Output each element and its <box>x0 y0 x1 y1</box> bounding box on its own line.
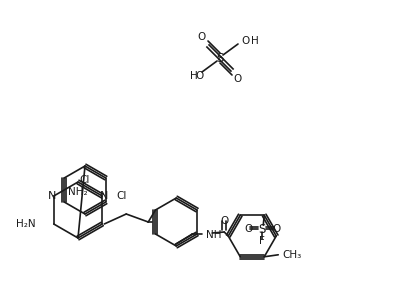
Text: O: O <box>220 216 228 226</box>
Text: S: S <box>258 223 265 236</box>
Text: O: O <box>243 224 252 234</box>
Text: Cl: Cl <box>116 191 127 201</box>
Text: NH: NH <box>206 230 221 240</box>
Text: O: O <box>241 36 249 46</box>
Text: CH₃: CH₃ <box>281 250 301 260</box>
Text: H₂N: H₂N <box>16 219 36 229</box>
Text: H: H <box>251 36 258 46</box>
Text: NH₂: NH₂ <box>68 187 87 197</box>
Text: N: N <box>100 191 108 201</box>
Text: N: N <box>47 191 56 201</box>
Text: Cl: Cl <box>80 175 90 185</box>
Text: F: F <box>259 236 264 246</box>
Text: S: S <box>216 52 223 64</box>
Text: H: H <box>190 71 197 81</box>
Text: O: O <box>271 224 280 234</box>
Text: O: O <box>195 71 204 81</box>
Text: O: O <box>197 32 206 42</box>
Text: O: O <box>233 74 241 84</box>
